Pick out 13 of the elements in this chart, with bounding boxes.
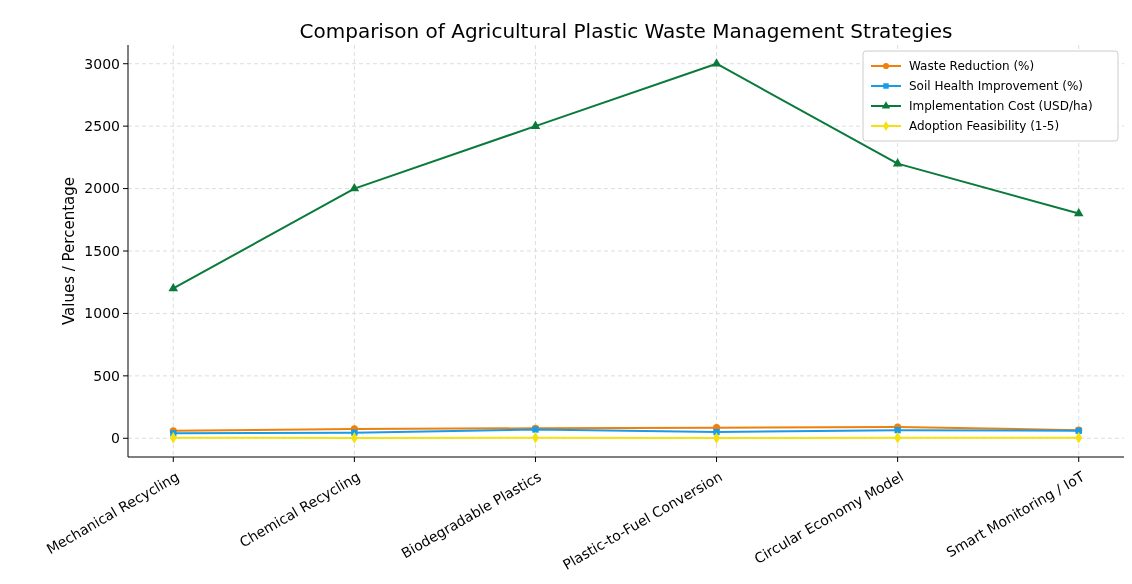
- y-tick-label: 3000: [84, 55, 120, 72]
- y-axis-title: Values / Percentage: [60, 177, 78, 325]
- y-tick-label: 1500: [84, 242, 120, 259]
- chart-title: Comparison of Agricultural Plastic Waste Management Strategies: [299, 19, 953, 43]
- legend-label: Soil Health Improvement (%): [909, 79, 1083, 94]
- y-tick-label: 2000: [84, 180, 120, 197]
- y-tick-label: 0: [111, 430, 120, 447]
- y-tick-label: 1000: [84, 305, 120, 322]
- y-tick-label: 2500: [84, 118, 120, 135]
- legend-label: Adoption Feasibility (1-5): [909, 119, 1060, 134]
- legend-label: Implementation Cost (USD/ha): [909, 99, 1093, 114]
- y-tick-label: 500: [93, 367, 120, 384]
- legend-label: Waste Reduction (%): [909, 59, 1035, 74]
